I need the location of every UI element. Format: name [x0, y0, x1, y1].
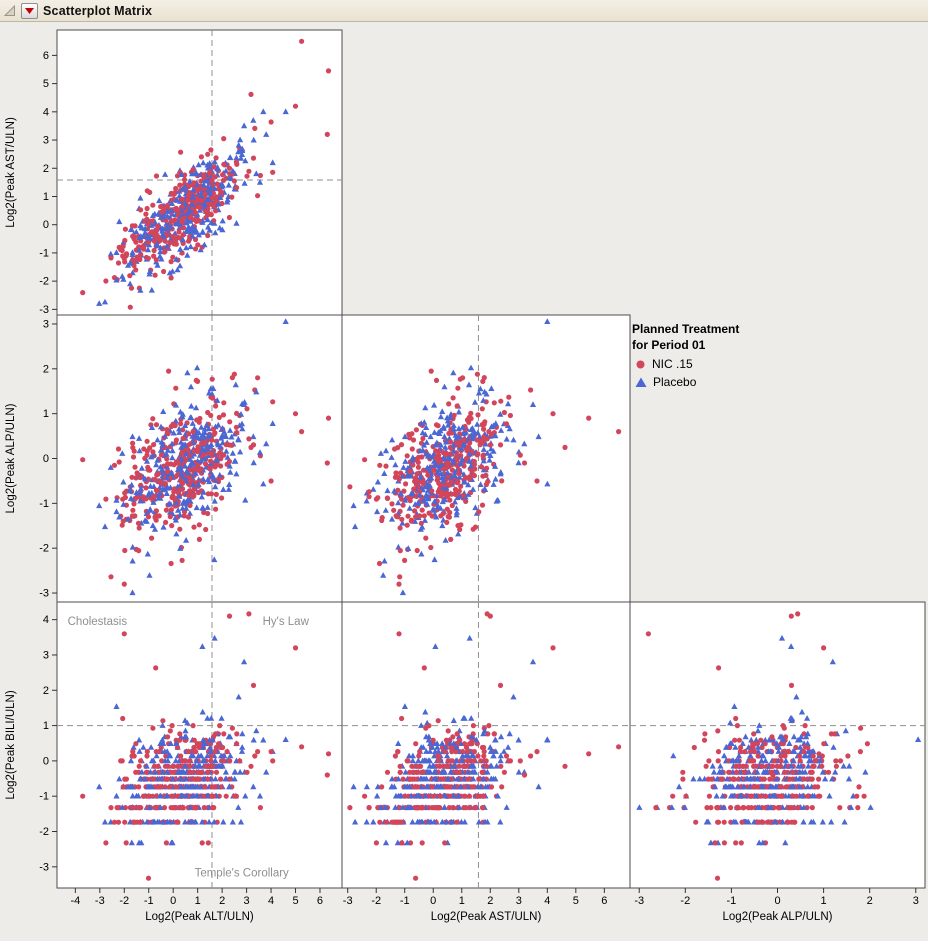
x-axis-title-alp: Log2(Peak ALP/ULN) — [723, 911, 833, 923]
legend-title-line2: for Period 01 — [632, 338, 706, 352]
red-triangle-icon — [25, 7, 34, 14]
svg-text:2: 2 — [219, 895, 225, 907]
svg-text:6: 6 — [601, 895, 607, 907]
svg-text:1: 1 — [821, 895, 827, 907]
svg-text:-2: -2 — [39, 826, 49, 838]
svg-text:0: 0 — [43, 755, 49, 767]
legend-entry-label: Placebo — [653, 375, 697, 389]
svg-text:3: 3 — [43, 649, 49, 661]
points-alp-bili[interactable] — [636, 611, 922, 881]
red-triangle-menu-button[interactable] — [21, 2, 38, 19]
treatment-legend: Planned Treatment for Period 01 NIC .15 … — [632, 321, 739, 389]
legend-title-line1: Planned Treatment — [632, 322, 740, 336]
points-ast-alp[interactable] — [347, 318, 622, 596]
svg-text:2: 2 — [43, 685, 49, 697]
svg-text:-3: -3 — [39, 304, 49, 316]
panel-alt-ast[interactable] — [56, 29, 343, 316]
panel-alp-bili[interactable] — [629, 601, 926, 889]
svg-text:0: 0 — [430, 895, 436, 907]
svg-text:2: 2 — [43, 363, 49, 375]
svg-text:4: 4 — [43, 614, 49, 626]
svg-text:4: 4 — [268, 895, 274, 907]
panel-alt-bili[interactable] — [56, 601, 343, 889]
outline-titlebar: Scatterplot Matrix — [0, 0, 928, 22]
points-alt-alp[interactable] — [80, 318, 332, 596]
svg-text:0: 0 — [43, 219, 49, 231]
svg-text:-3: -3 — [634, 895, 644, 907]
legend-entry-nic[interactable]: NIC .15 — [632, 357, 739, 371]
svg-text:2: 2 — [43, 163, 49, 175]
svg-text:-3: -3 — [39, 588, 49, 600]
points-alt-bili[interactable] — [80, 611, 332, 881]
svg-text:-2: -2 — [39, 276, 49, 288]
svg-text:-1: -1 — [39, 247, 49, 259]
svg-text:-4: -4 — [70, 895, 80, 907]
svg-text:5: 5 — [573, 895, 579, 907]
svg-text:-2: -2 — [680, 895, 690, 907]
x-axis-title-alt: Log2(Peak ALT/ULN) — [145, 911, 254, 923]
svg-text:4: 4 — [43, 106, 49, 118]
svg-text:2: 2 — [487, 895, 493, 907]
y-axis-title-alp: Log2(Peak ALP/ULN) — [5, 403, 17, 513]
svg-text:-3: -3 — [39, 861, 49, 873]
svg-text:-3: -3 — [343, 895, 353, 907]
svg-text:3: 3 — [244, 895, 250, 907]
svg-text:1: 1 — [195, 895, 201, 907]
svg-text:5: 5 — [43, 78, 49, 90]
svg-text:-2: -2 — [371, 895, 381, 907]
svg-text:1: 1 — [43, 720, 49, 732]
svg-text:2: 2 — [867, 895, 873, 907]
panel-ast-alp[interactable] — [341, 314, 631, 603]
svg-text:0: 0 — [774, 895, 780, 907]
svg-text:3: 3 — [913, 895, 919, 907]
nic-marker-icon — [636, 360, 645, 368]
annotation-label: Temple's Corollary — [195, 868, 289, 880]
annotation-label: Cholestasis — [68, 616, 128, 628]
legend-entry-placebo[interactable]: Placebo — [632, 375, 739, 389]
panel-alt-alp[interactable] — [56, 314, 343, 603]
points-ast-bili[interactable] — [347, 611, 622, 881]
svg-text:-1: -1 — [39, 791, 49, 803]
y-axis-title-bili: Log2(Peak BILI/ULN) — [5, 690, 17, 799]
x-axis-title-ast: Log2(Peak AST/ULN) — [431, 911, 542, 923]
svg-text:3: 3 — [43, 135, 49, 147]
annotation-label: Hy's Law — [263, 616, 310, 628]
svg-text:5: 5 — [292, 895, 298, 907]
svg-text:-1: -1 — [727, 895, 737, 907]
placebo-marker-icon — [635, 377, 647, 387]
svg-text:3: 3 — [516, 895, 522, 907]
svg-text:-3: -3 — [95, 895, 105, 907]
svg-text:1: 1 — [43, 408, 49, 420]
svg-text:6: 6 — [43, 50, 49, 62]
collapse-triangle-icon[interactable] — [3, 4, 16, 17]
svg-text:-1: -1 — [39, 498, 49, 510]
panel-ast-bili[interactable] — [341, 601, 631, 889]
y-axis-title-ast: Log2(Peak AST/ULN) — [5, 117, 17, 228]
svg-text:3: 3 — [43, 318, 49, 330]
report-title: Scatterplot Matrix — [43, 3, 153, 18]
svg-text:0: 0 — [43, 453, 49, 465]
svg-text:-1: -1 — [400, 895, 410, 907]
svg-text:0: 0 — [170, 895, 176, 907]
svg-text:-2: -2 — [119, 895, 129, 907]
svg-text:1: 1 — [459, 895, 465, 907]
points-alt-ast[interactable] — [80, 38, 332, 310]
svg-text:4: 4 — [544, 895, 550, 907]
svg-text:6: 6 — [317, 895, 323, 907]
svg-text:-1: -1 — [144, 895, 154, 907]
svg-text:-2: -2 — [39, 543, 49, 555]
legend-entry-label: NIC .15 — [652, 357, 693, 371]
svg-text:1: 1 — [43, 191, 49, 203]
